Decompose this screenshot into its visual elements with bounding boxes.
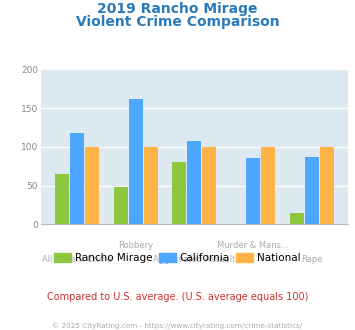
Bar <box>246 158 260 224</box>
Text: Violent Crime Comparison: Violent Crime Comparison <box>76 15 279 29</box>
Text: 2019 Rancho Mirage: 2019 Rancho Mirage <box>97 2 258 16</box>
Bar <box>143 147 158 224</box>
Bar <box>55 174 69 224</box>
Text: Murder & Mans...: Murder & Mans... <box>217 241 289 250</box>
Text: All Violent Crime: All Violent Crime <box>42 255 112 264</box>
Legend: Rancho Mirage, California, National: Rancho Mirage, California, National <box>50 248 305 267</box>
Bar <box>85 147 99 224</box>
Bar <box>70 133 84 224</box>
Bar <box>129 99 143 224</box>
Bar <box>202 147 217 224</box>
Bar <box>114 187 128 224</box>
Bar <box>305 157 319 224</box>
Text: Compared to U.S. average. (U.S. average equals 100): Compared to U.S. average. (U.S. average … <box>47 292 308 302</box>
Bar <box>290 213 304 224</box>
Text: Aggravated Assault: Aggravated Assault <box>153 255 236 264</box>
Text: © 2025 CityRating.com - https://www.cityrating.com/crime-statistics/: © 2025 CityRating.com - https://www.city… <box>53 323 302 329</box>
Bar <box>172 162 186 224</box>
Bar <box>187 141 201 224</box>
Bar <box>261 147 275 224</box>
Text: Rape: Rape <box>301 255 323 264</box>
Bar <box>320 147 334 224</box>
Text: Robbery: Robbery <box>118 241 153 250</box>
